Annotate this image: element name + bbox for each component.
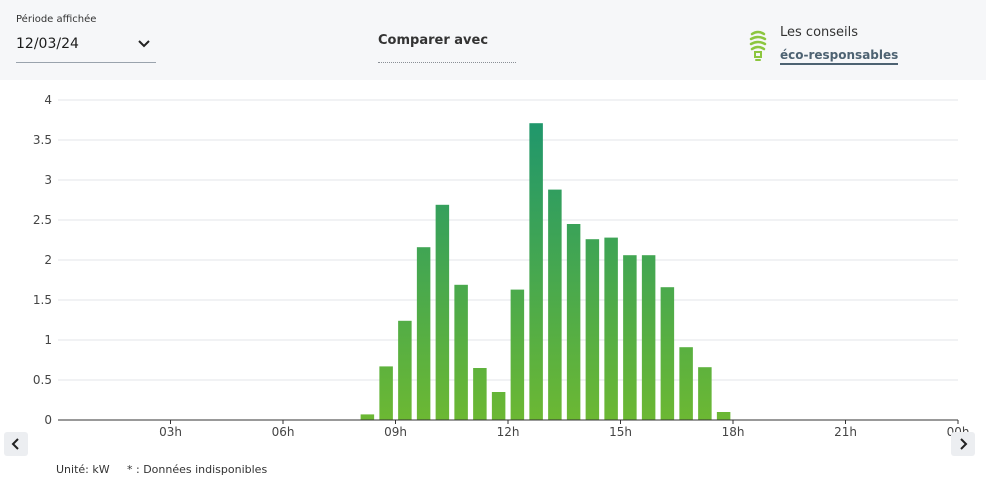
tips-label: Les conseils (780, 25, 859, 40)
compare-select[interactable] (378, 50, 516, 63)
x-tick-label: 12h (497, 425, 520, 439)
y-tick-label: 0.5 (33, 373, 52, 387)
x-tick-label: 18h (722, 425, 745, 439)
x-tick-label: 06h (272, 425, 295, 439)
bar[interactable] (604, 237, 618, 420)
bar[interactable] (698, 367, 712, 420)
bar[interactable] (379, 366, 393, 420)
compare-label: Comparer avec (378, 33, 489, 48)
y-tick-label: 4 (44, 93, 52, 107)
x-tick-label: 09h (384, 425, 407, 439)
y-tick-label: 2.5 (33, 213, 52, 227)
next-day-button[interactable] (951, 432, 975, 456)
filter-bar: Période affichée 12/03/24 Comparer avec … (0, 0, 986, 80)
bar[interactable] (641, 255, 656, 420)
y-tick-label: 3 (44, 173, 52, 187)
previous-day-button[interactable] (4, 432, 28, 456)
x-tick-label: 03h (159, 425, 182, 439)
unit-label: Unité: kW (56, 463, 110, 476)
bar[interactable] (660, 287, 675, 420)
x-tick-label: 15h (609, 425, 632, 439)
x-tick-label: 21h (834, 425, 857, 439)
bar[interactable] (473, 368, 487, 420)
period-select[interactable]: 12/03/24 (16, 34, 156, 63)
unavailable-note: * : Données indisponibles (127, 463, 268, 476)
bar[interactable] (585, 239, 600, 420)
chevron-right-icon (960, 438, 968, 450)
y-tick-label: 1 (44, 333, 52, 347)
period-label: Période affichée (16, 14, 97, 25)
bar[interactable] (510, 289, 525, 420)
y-tick-label: 3.5 (33, 133, 52, 147)
bar[interactable] (716, 412, 731, 420)
eco-tips-link[interactable]: éco-responsables (780, 48, 899, 65)
bar[interactable] (529, 123, 543, 420)
y-tick-label: 1.5 (33, 293, 52, 307)
bar[interactable] (679, 347, 693, 420)
power-chart: 00.511.522.533.5403h06h09h12h15h18h21h00… (33, 93, 970, 439)
y-tick-label: 0 (44, 413, 52, 427)
lightbulb-icon (749, 30, 767, 61)
bar[interactable] (548, 189, 562, 420)
bar[interactable] (566, 224, 581, 420)
y-tick-label: 2 (44, 253, 52, 267)
chevron-left-icon (11, 438, 19, 450)
period-value: 12/03/24 (16, 36, 79, 52)
bar[interactable] (435, 204, 450, 420)
chevron-down-icon (138, 40, 150, 48)
bar[interactable] (416, 247, 431, 420)
bar[interactable] (623, 255, 637, 420)
bar[interactable] (454, 284, 468, 420)
bar[interactable] (491, 392, 506, 420)
bar[interactable] (398, 320, 412, 420)
bar[interactable] (360, 414, 375, 420)
